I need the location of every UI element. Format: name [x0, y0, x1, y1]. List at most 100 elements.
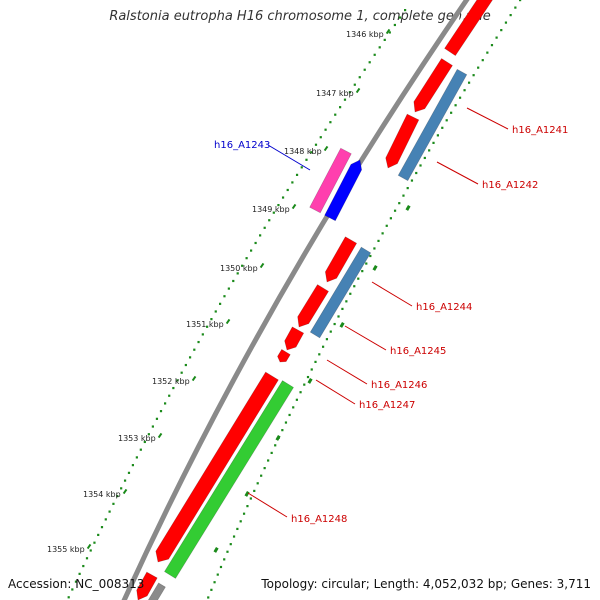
- gene-label[interactable]: h16_A1246: [371, 380, 427, 391]
- outer-tick-dot: [219, 302, 222, 305]
- outer-tick-dot: [78, 572, 81, 575]
- outer-tick-dot: [120, 487, 123, 490]
- gene-h16-a1245: [297, 284, 329, 328]
- outer-tick-dot: [272, 211, 275, 214]
- inner-tick-dot: [385, 224, 388, 227]
- inner-tick-dot: [303, 383, 306, 386]
- inner-tick-dot: [216, 573, 219, 576]
- outer-tick-dot: [388, 31, 391, 34]
- kbp-tick-mark: [275, 435, 281, 441]
- inner-tick-dot: [369, 254, 372, 258]
- outer-tick-dot: [368, 61, 371, 64]
- scale-tick-dash: [259, 262, 265, 269]
- outer-tick-dot: [82, 564, 85, 568]
- outer-tick-dot: [329, 121, 332, 124]
- outer-tick-dot: [324, 128, 327, 131]
- gene-label[interactable]: h16_A1241: [512, 125, 568, 136]
- gene-label[interactable]: h16_A1242: [482, 180, 538, 191]
- outer-tick-dot: [300, 166, 303, 169]
- outer-tick-dot: [172, 386, 175, 390]
- chromosome-backbone: [121, 0, 477, 600]
- map-title: Ralstonia eutropha H16 chromosome 1, com…: [109, 9, 491, 24]
- inner-tick-dot: [306, 375, 310, 379]
- scale-tick-labels: 1346 kbp 1347 kbp 1348 kbp 1349 kbp 1350 kbp…: [47, 28, 391, 554]
- inner-tick-dot: [436, 134, 439, 137]
- inner-tick-dot: [223, 558, 226, 561]
- callout-line: [371, 281, 413, 307]
- gene-h16-a1241-part: [385, 113, 420, 169]
- inner-tick-dot: [270, 451, 273, 455]
- gene-label[interactable]: h16_A1247: [359, 400, 415, 411]
- gene-h16-a1240: [444, 0, 493, 57]
- inner-tick-dot: [292, 406, 295, 409]
- inner-tick-dot: [393, 209, 397, 212]
- outer-tick-dot: [85, 557, 89, 560]
- outer-tick-dot: [241, 264, 244, 267]
- inner-tick-dot: [472, 74, 475, 77]
- outer-tick-dot: [93, 541, 96, 544]
- inner-tick-dot: [509, 14, 512, 17]
- inner-tick-dot: [281, 429, 284, 432]
- outer-tick-dot: [176, 379, 179, 382]
- outer-tick-dot: [398, 16, 402, 19]
- inner-tick-dot: [441, 126, 444, 129]
- scale-tick-label: 1349 kbp: [252, 205, 290, 214]
- inner-tick-dot: [318, 353, 321, 356]
- gene-features: [136, 0, 493, 600]
- accession-text: Accession: NC_008313: [8, 577, 145, 591]
- inner-tick-dot: [325, 338, 329, 341]
- gene-label[interactable]: h16_A1243: [214, 140, 270, 151]
- inner-tick-dot: [256, 482, 259, 485]
- outer-tick-dot: [232, 279, 235, 283]
- outer-tick-dot: [180, 371, 183, 374]
- callout-line: [344, 325, 387, 351]
- inner-tick-dot: [477, 66, 480, 69]
- inner-tick-dot: [229, 543, 232, 546]
- inner-tick-dot: [333, 322, 336, 326]
- scale-tick-label: 1346 kbp: [346, 30, 384, 39]
- gene-h16-a1241: [413, 58, 453, 113]
- topology-text: Topology: circular; Length: 4,052,032 bp…: [261, 577, 591, 591]
- inner-tick-dot: [236, 527, 239, 531]
- gene-label[interactable]: h16_A1248: [291, 514, 347, 525]
- outer-tick-dot: [151, 425, 154, 428]
- outer-tick-dot: [259, 234, 262, 237]
- outer-tick-dot: [227, 287, 230, 290]
- scale-tick-label: 1354 kbp: [83, 490, 121, 499]
- inner-tick-dot: [402, 194, 405, 197]
- gene-label[interactable]: h16_A1244: [416, 302, 472, 313]
- inner-tick-dot: [490, 44, 494, 47]
- gene-h16-a1248: [164, 380, 294, 579]
- outer-tick-dot: [245, 257, 248, 260]
- scale-tick-label: 1348 kbp: [284, 147, 322, 156]
- backbone-arc: [121, 0, 470, 600]
- backbone-highlight: [132, 0, 477, 600]
- outer-tick-dot: [135, 456, 138, 459]
- outer-tick-dot: [127, 471, 131, 474]
- outer-tick-dot: [188, 356, 192, 359]
- inner-tick-dot: [377, 239, 380, 242]
- outer-tick-dot: [159, 410, 163, 413]
- outer-tick-dot: [131, 464, 135, 467]
- scale-tick-dash: [225, 318, 231, 325]
- inner-tick-dot: [210, 588, 213, 591]
- outer-tick-dot: [155, 417, 159, 420]
- gene-label[interactable]: h16_A1245: [390, 346, 446, 357]
- inner-tick-dot: [428, 149, 431, 152]
- kbp-tick-mark: [213, 547, 219, 553]
- inner-tick-dot: [314, 360, 317, 363]
- gene-callouts: h16_A1241 h16_A1242 h16_A1243 h16_A1244 h16_…: [214, 107, 568, 525]
- outer-tick-dot: [236, 272, 239, 275]
- scale-tick-dash: [355, 87, 361, 94]
- inner-tick-dot: [253, 489, 256, 493]
- outer-tick-dot: [97, 533, 100, 537]
- outer-tick-dot: [184, 363, 187, 367]
- outer-tick-dot: [281, 196, 285, 199]
- outer-tick-dot: [268, 219, 271, 222]
- outer-tick-dot: [193, 348, 196, 351]
- outer-tick-dot: [214, 310, 217, 313]
- inner-tick-dot: [519, 0, 522, 2]
- inner-tick-dot: [365, 262, 368, 265]
- inner-tick-dot: [349, 292, 352, 295]
